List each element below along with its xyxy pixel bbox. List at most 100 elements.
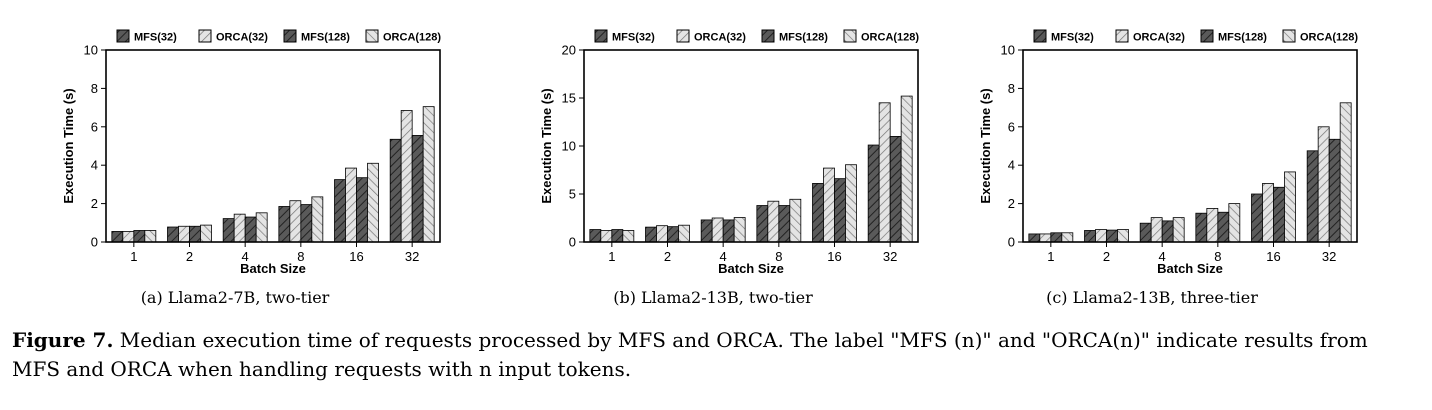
bar-a-16-3 [367,162,379,243]
y-tick-label-a-4: 8 [91,81,98,96]
legend-swatch-c-2 [1200,29,1214,43]
x-tick-label-a-4: 16 [349,249,363,264]
bar-a-8-3 [311,196,324,243]
x-tick-label-c-2: 4 [1159,249,1166,264]
x-axis-label-a: Batch Size [240,261,306,276]
legend-label-b-1: ORCA(32) [694,32,746,44]
x-tick-label-c-3: 8 [1214,249,1221,264]
x-tick-label-a-1: 2 [186,249,193,264]
y-tick-label-a-1: 2 [91,196,98,211]
x-tick-label-c-1: 2 [1103,249,1110,264]
bar-a-32-0 [389,138,402,243]
legend-b: MFS(32) ORCA(32) MFS(128) ORCA(128) [594,29,919,44]
y-tick-label-c-4: 8 [1008,81,1015,96]
x-axis-label-c: Batch Size [1157,261,1223,276]
plot-frame-b [583,49,919,243]
y-tick-label-c-2: 4 [1008,158,1015,173]
bar-c-32-3 [1339,102,1352,243]
bar-a-1-1 [122,231,135,243]
x-tick-label-a-2: 4 [242,249,249,264]
chart-c-svg: MFS(32) ORCA(32) MFS(128) ORCA(128) 0 2 4 6 8 10 1… [978,29,1358,276]
subcaption-b: (b) Llama2-13B, two-tier [613,288,813,307]
x-tick-label-b-0: 1 [608,249,615,264]
x-axis-label-b: Batch Size [718,261,784,276]
bar-c-32-1 [1317,126,1330,243]
y-tick-label-b-3: 15 [562,91,576,106]
y-tick-label-b-0: 0 [569,235,576,250]
bar-a-32-2 [411,135,424,243]
bar-b-1-1 [600,230,613,243]
bar-a-16-1 [345,167,357,243]
bar-c-16-1 [1262,183,1274,243]
legend-label-a-3: ORCA(128) [383,32,441,44]
y-tick-label-b-2: 10 [562,139,576,154]
bar-c-16-2 [1273,186,1285,243]
chart-panel-a: MFS(32) ORCA(32) MFS(128) ORCA(128) 0 2 4 6 8 10 1… [0,22,470,317]
bar-b-2-1 [656,225,668,243]
figure-caption-text: Median execution time of requests proces… [12,328,1368,381]
bar-b-16-2 [834,178,846,243]
y-axis-label-b: Execution Time (s) [539,88,554,203]
figure-label: Figure 7. [12,328,114,352]
legend-swatch-c-3 [1282,29,1296,43]
y-tick-label-c-0: 0 [1008,235,1015,250]
legend-swatch-c-0 [1033,29,1047,43]
x-tick-label-b-1: 2 [664,249,671,264]
bar-c-2-2 [1106,229,1118,243]
chart-panel-c: MFS(32) ORCA(32) MFS(128) ORCA(128) 0 2 4 6 8 10 1… [917,22,1387,317]
legend-label-c-2: MFS(128) [1218,32,1267,44]
bar-b-16-3 [845,164,857,243]
legend-label-b-0: MFS(32) [612,32,655,44]
y-axis-label-a: Execution Time (s) [61,88,76,203]
plot-frame-c [1022,49,1358,243]
legend-swatch-b-3 [843,29,857,43]
bar-a-2-3 [200,224,212,243]
legend-label-b-2: MFS(128) [779,32,828,44]
bar-c-4-2 [1161,220,1174,243]
legend-label-b-3: ORCA(128) [861,32,919,44]
bar-a-16-2 [356,177,368,243]
bar-a-1-0 [111,231,124,243]
legend-label-a-2: MFS(128) [301,32,350,44]
x-tick-label-b-2: 4 [720,249,727,264]
bar-b-8-1 [767,200,780,243]
bar-a-8-0 [278,206,291,243]
chart-panel-b: MFS(32) ORCA(32) MFS(128) ORCA(128) 0 5 10 15 20… [478,22,948,317]
bar-b-8-0 [756,205,769,243]
bar-c-16-3 [1284,171,1296,243]
plot-frame-a [105,49,441,243]
bar-c-4-3 [1172,217,1185,243]
y-tick-label-c-5: 10 [1001,43,1015,58]
y-tick-label-a-5: 10 [84,43,98,58]
bar-b-32-3 [900,95,913,243]
bar-c-2-0 [1084,230,1096,243]
bar-c-4-0 [1139,222,1152,243]
bar-c-4-1 [1150,217,1163,243]
y-axis-label-c: Execution Time (s) [978,88,993,203]
bar-b-2-3 [678,224,690,243]
bar-a-32-1 [400,110,413,243]
bar-b-1-3 [622,230,635,243]
bar-b-8-3 [789,198,802,243]
bar-a-8-1 [289,200,302,243]
legend-swatch-a-1 [198,29,212,43]
x-tick-label-c-5: 32 [1322,249,1336,264]
legend-swatch-a-3 [365,29,379,43]
bar-c-8-3 [1228,203,1241,243]
bar-a-4-3 [255,212,268,243]
bar-c-32-0 [1306,150,1319,243]
bar-a-1-3 [144,230,157,243]
chart-b-svg: MFS(32) ORCA(32) MFS(128) ORCA(128) 0 5 10 15 20… [539,29,919,276]
chart-a-svg: MFS(32) ORCA(32) MFS(128) ORCA(128) 0 2 4 6 8 10 1… [61,29,441,276]
x-tick-label-b-5: 32 [883,249,897,264]
bar-b-16-1 [823,167,835,243]
bar-c-1-2 [1050,232,1063,243]
bar-b-2-0 [645,226,657,243]
legend-label-c-1: ORCA(32) [1133,32,1185,44]
legend-swatch-a-0 [116,29,130,43]
bar-a-2-1 [178,225,190,243]
legend-c: MFS(32) ORCA(32) MFS(128) ORCA(128) [1033,29,1358,44]
bar-c-1-3 [1061,232,1074,243]
legend-label-c-0: MFS(32) [1051,32,1094,44]
x-tick-label-a-5: 32 [405,249,419,264]
